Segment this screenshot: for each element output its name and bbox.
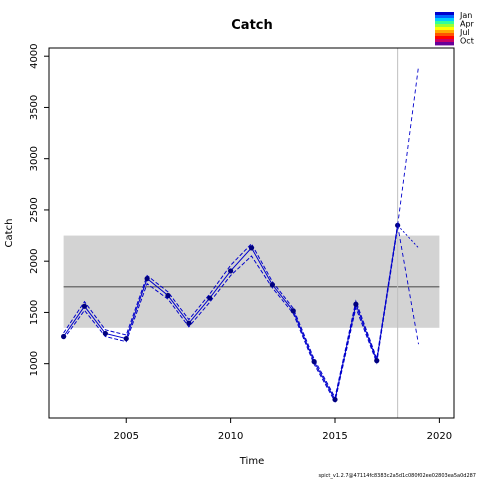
legend-label: Oct: [460, 37, 474, 46]
legend-color-swatch: [435, 39, 454, 43]
legend-color-swatch: [435, 12, 454, 16]
y-tick-label: 1000: [29, 351, 40, 376]
legend-label: Jul: [459, 28, 470, 37]
version-footnote: spict_v1.2.7@47114fc8383c2a5d1c080f02ee0…: [319, 473, 477, 479]
data-point: [186, 320, 192, 326]
prediction-line: [397, 225, 419, 249]
x-axis-label: Time: [239, 456, 264, 467]
legend-color-swatch: [435, 42, 454, 46]
y-tick-label: 2500: [29, 197, 40, 222]
y-tick-label: 3500: [29, 95, 40, 120]
data-point: [228, 268, 234, 274]
x-tick-label: 2005: [114, 431, 139, 442]
data-point: [123, 335, 129, 342]
legend-color-swatch: [435, 15, 454, 19]
data-point: [353, 301, 359, 307]
legend-color-swatch: [435, 33, 454, 37]
data-point: [102, 330, 108, 337]
y-tick-label: 3000: [29, 146, 40, 171]
plot-frame: [48, 47, 455, 419]
data-point: [81, 303, 88, 309]
data-point: [311, 359, 317, 365]
data-point: [269, 282, 275, 288]
prediction-lower-line: [397, 225, 419, 345]
series-line-lower: [63, 227, 399, 403]
data-point: [248, 245, 255, 251]
data-point: [290, 308, 296, 314]
legend-color-swatch: [435, 36, 454, 40]
plot-area: 2005 2010 2015 2020 1000 1500 2000 2500 3000 3500…: [29, 43, 455, 442]
x-tick-label: 2010: [218, 431, 243, 442]
data-point: [144, 276, 150, 282]
data-point: [165, 292, 171, 299]
data-point: [374, 358, 380, 364]
y-axis-label: Catch: [4, 219, 15, 248]
legend-color-swatch: [435, 21, 454, 25]
legend-color-swatch: [435, 24, 454, 28]
reference-band: [63, 235, 440, 328]
legend-color-swatch: [435, 18, 454, 22]
prediction-upper-line: [397, 66, 419, 226]
legend-color-swatch: [435, 27, 454, 31]
data-point: [61, 333, 67, 340]
x-tick-label: 2020: [427, 431, 452, 442]
series-line-upper: [63, 224, 399, 399]
legend-label: Apr: [460, 20, 475, 29]
x-tick-label: 2015: [322, 431, 347, 442]
y-tick-label: 2000: [29, 248, 40, 273]
legend-color-swatch: [435, 30, 454, 34]
y-tick-label: 1500: [29, 300, 40, 325]
legend-label: Jan: [459, 11, 472, 20]
data-point: [332, 396, 338, 403]
data-point: [207, 295, 213, 301]
y-tick-label: 4000: [29, 43, 40, 68]
chart-title: Catch: [231, 18, 273, 33]
